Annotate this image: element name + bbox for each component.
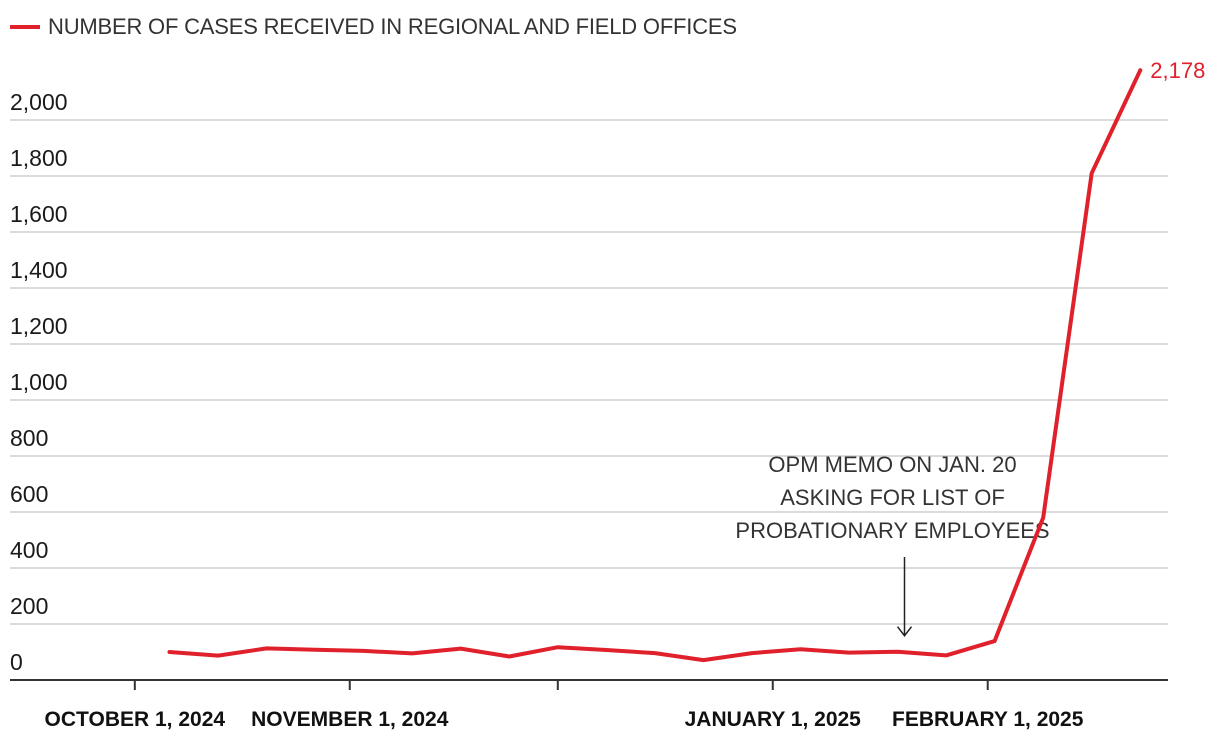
- y-tick-label: 0: [10, 649, 23, 675]
- x-tick-label: JANUARY 1, 2025: [685, 708, 862, 731]
- legend: NUMBER OF CASES RECEIVED IN REGIONAL AND…: [10, 14, 737, 40]
- annotation: OPM MEMO ON JAN. 20 ASKING FOR LIST OF PRO…: [735, 452, 1050, 637]
- y-tick-label: 2,000: [10, 89, 68, 115]
- grid-lines: [10, 119, 1168, 625]
- legend-swatch: [10, 25, 40, 29]
- y-tick-label: 1,800: [10, 145, 68, 171]
- end-value-label: 2,178: [1150, 58, 1205, 83]
- x-tick-label: NOVEMBER 1, 2024: [251, 708, 449, 731]
- y-tick-label: 1,400: [10, 257, 68, 283]
- y-tick-label: 600: [10, 481, 48, 507]
- x-tick-label: FEBRUARY 1, 2025: [892, 708, 1084, 731]
- annotation-text-line: PROBATIONARY EMPLOYEES: [735, 518, 1049, 543]
- x-tick-label: OCTOBER 1, 2024: [45, 708, 226, 731]
- series-line: [167, 68, 1143, 663]
- y-tick-label: 200: [10, 593, 48, 619]
- annotation-text-line: ASKING FOR LIST OF: [780, 485, 1005, 510]
- y-tick-label: 800: [10, 425, 48, 451]
- y-tick-label: 1,600: [10, 201, 68, 227]
- y-tick-label: 1,000: [10, 369, 68, 395]
- annotation-arrow-head: [896, 626, 913, 637]
- y-axis-ticks: 0 200 400 600 800 1,000 1,200 1,400 1,600 1,800 2,…: [10, 89, 68, 675]
- legend-label: NUMBER OF CASES RECEIVED IN REGIONAL AND…: [48, 14, 737, 39]
- annotation-text-line: OPM MEMO ON JAN. 20: [768, 452, 1016, 477]
- y-tick-label: 1,200: [10, 313, 68, 339]
- y-tick-label: 400: [10, 537, 48, 563]
- x-axis-ticks: OCTOBER 1, 2024 NOVEMBER 1, 2024 JANUARY 1…: [45, 680, 1084, 731]
